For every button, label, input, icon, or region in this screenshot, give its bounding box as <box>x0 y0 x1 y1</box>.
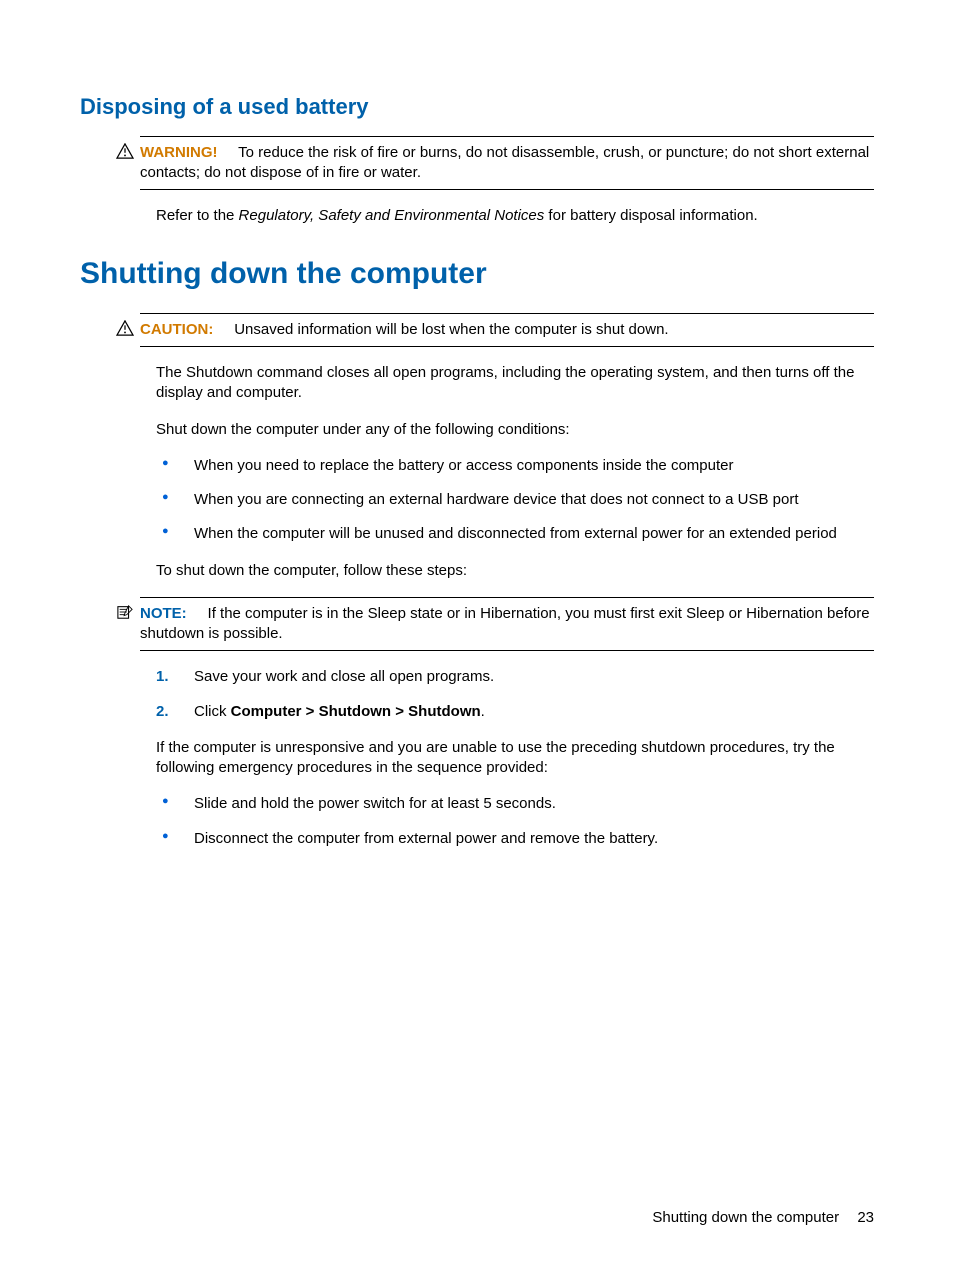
caution-block: CAUTION: Unsaved information will be los… <box>140 313 874 347</box>
footer-title: Shutting down the computer <box>652 1209 839 1226</box>
list-item: When you need to replace the battery or … <box>156 456 874 476</box>
refer-paragraph: Refer to the Regulatory, Safety and Envi… <box>156 206 874 226</box>
page-number: 23 <box>857 1209 874 1226</box>
list-item: When you are connecting an external hard… <box>156 490 874 510</box>
warning-text: To reduce the risk of fire or burns, do … <box>140 144 869 181</box>
page-footer: Shutting down the computer 23 <box>652 1208 874 1228</box>
steps-list: 1. Save your work and close all open pro… <box>156 667 874 722</box>
list-item: 2. Click Computer > Shutdown > Shutdown. <box>156 702 874 722</box>
step-suffix: . <box>481 703 485 720</box>
list-item: Slide and hold the power switch for at l… <box>156 794 874 814</box>
page-container: Disposing of a used battery WARNING! To … <box>0 0 954 1270</box>
list-item: 1. Save your work and close all open pro… <box>156 667 874 687</box>
step-bold: Computer > Shutdown > Shutdown <box>231 703 481 720</box>
caution-label: CAUTION: <box>140 321 213 338</box>
note-label: NOTE: <box>140 605 187 622</box>
list-item: When the computer will be unused and dis… <box>156 524 874 544</box>
emergency-list: Slide and hold the power switch for at l… <box>156 794 874 849</box>
shutdown-para3: To shut down the computer, follow these … <box>156 561 874 581</box>
heading-shutting-down: Shutting down the computer <box>80 254 874 295</box>
caution-text: Unsaved information will be lost when th… <box>234 321 668 338</box>
shutdown-para2: Shut down the computer under any of the … <box>156 420 874 440</box>
conditions-list: When you need to replace the battery or … <box>156 456 874 545</box>
step-prefix: Click <box>194 703 231 720</box>
caution-triangle-icon <box>116 320 134 336</box>
warning-triangle-icon <box>116 143 134 159</box>
refer-suffix: for battery disposal information. <box>544 207 757 224</box>
shutdown-para1: The Shutdown command closes all open pro… <box>156 363 874 404</box>
warning-label: WARNING! <box>140 144 218 161</box>
shutdown-para4: If the computer is unresponsive and you … <box>156 738 874 779</box>
heading-disposing: Disposing of a used battery <box>80 92 874 122</box>
refer-prefix: Refer to the <box>156 207 239 224</box>
refer-italic: Regulatory, Safety and Environmental Not… <box>239 207 545 224</box>
note-pencil-icon <box>116 604 134 620</box>
warning-block: WARNING! To reduce the risk of fire or b… <box>140 136 874 191</box>
note-text: If the computer is in the Sleep state or… <box>140 605 870 642</box>
note-block: NOTE: If the computer is in the Sleep st… <box>140 597 874 652</box>
list-item: Disconnect the computer from external po… <box>156 829 874 849</box>
step-text: Save your work and close all open progra… <box>194 668 494 685</box>
step-number: 1. <box>156 667 169 687</box>
step-number: 2. <box>156 702 169 722</box>
